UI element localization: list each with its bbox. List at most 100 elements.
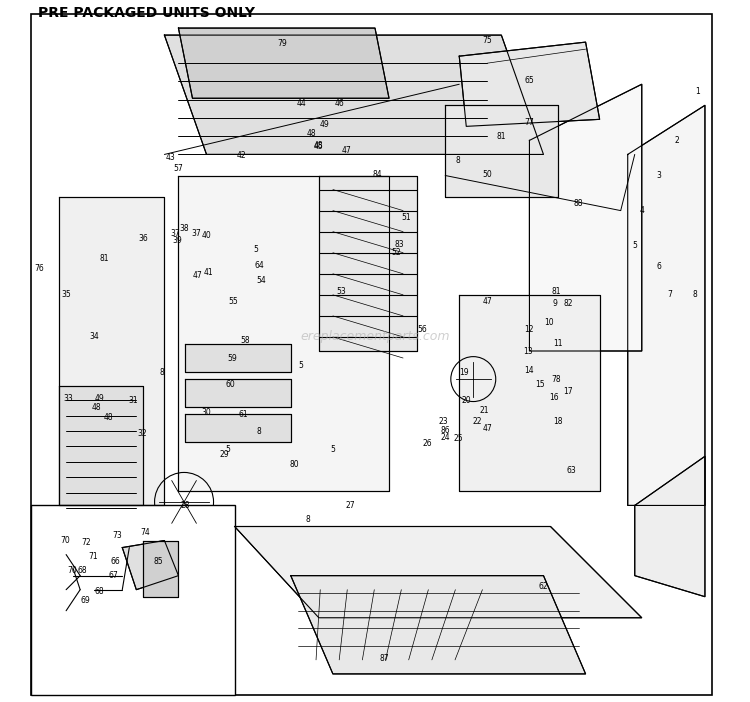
Text: 43: 43 (165, 154, 175, 162)
Text: 6: 6 (657, 263, 662, 271)
Text: 20: 20 (461, 396, 471, 404)
Text: 48: 48 (92, 403, 101, 411)
Text: 51: 51 (402, 213, 412, 222)
Text: 60: 60 (226, 380, 236, 389)
Polygon shape (185, 379, 291, 407)
Text: 5: 5 (254, 245, 258, 253)
Text: 39: 39 (172, 236, 182, 244)
Text: 7: 7 (668, 291, 672, 299)
Text: 3: 3 (657, 171, 662, 180)
Text: 8: 8 (692, 291, 697, 299)
Text: 41: 41 (204, 268, 214, 277)
Text: 75: 75 (482, 37, 492, 45)
Text: 34: 34 (89, 333, 99, 341)
Text: 40: 40 (202, 232, 211, 240)
Text: 81: 81 (551, 287, 561, 296)
Text: 80: 80 (290, 461, 299, 469)
Text: 68: 68 (77, 566, 87, 574)
Polygon shape (185, 414, 291, 442)
Text: 52: 52 (392, 249, 400, 257)
Text: 53: 53 (337, 287, 346, 296)
Polygon shape (459, 42, 600, 126)
Polygon shape (164, 35, 544, 154)
Text: 31: 31 (128, 396, 137, 404)
Text: 9: 9 (553, 299, 558, 307)
Text: 10: 10 (544, 319, 554, 327)
Text: 8: 8 (256, 428, 262, 436)
Text: 24: 24 (440, 433, 450, 442)
Text: 66: 66 (110, 557, 120, 566)
Text: 5: 5 (632, 241, 638, 250)
Text: 1: 1 (695, 87, 700, 95)
Text: 37: 37 (170, 230, 180, 238)
Text: 44: 44 (296, 100, 306, 108)
Bar (31, 505, 235, 695)
Text: 32: 32 (137, 430, 147, 438)
Text: 5: 5 (298, 361, 304, 369)
Polygon shape (178, 28, 389, 98)
Text: 81: 81 (496, 132, 506, 140)
Text: 5: 5 (331, 445, 335, 453)
Polygon shape (530, 84, 642, 351)
Text: 58: 58 (240, 336, 250, 345)
Text: ereplacementparts.com: ereplacementparts.com (300, 331, 450, 343)
Text: 64: 64 (254, 261, 264, 270)
Text: 22: 22 (472, 417, 482, 425)
Text: 85: 85 (154, 557, 164, 566)
Polygon shape (178, 176, 389, 491)
Text: 76: 76 (34, 264, 44, 272)
Text: 18: 18 (553, 417, 562, 425)
Text: 57: 57 (173, 164, 183, 173)
Text: 46: 46 (335, 100, 345, 108)
Polygon shape (634, 456, 705, 597)
Text: 48: 48 (314, 141, 324, 150)
Text: 45: 45 (314, 142, 324, 150)
Text: 78: 78 (551, 375, 561, 383)
Text: 47: 47 (482, 424, 492, 432)
Text: 30: 30 (202, 409, 211, 417)
Text: 42: 42 (237, 152, 247, 160)
Text: 47: 47 (482, 298, 492, 306)
Text: 69: 69 (81, 596, 91, 604)
Polygon shape (446, 105, 557, 197)
Text: 48: 48 (104, 413, 113, 422)
Text: 70: 70 (67, 567, 76, 575)
Text: 49: 49 (320, 121, 329, 129)
Polygon shape (185, 344, 291, 372)
Text: 54: 54 (256, 277, 266, 285)
Text: 15: 15 (536, 380, 544, 389)
Text: 38: 38 (179, 224, 189, 232)
Text: 68: 68 (94, 587, 104, 595)
Text: 82: 82 (563, 299, 573, 307)
Text: 61: 61 (238, 410, 248, 418)
Text: 48: 48 (307, 129, 316, 138)
Text: 49: 49 (95, 395, 105, 403)
Text: 65: 65 (524, 77, 534, 85)
Polygon shape (235, 526, 642, 618)
Text: 8: 8 (160, 368, 165, 376)
Text: 70: 70 (60, 536, 70, 545)
Text: 21: 21 (479, 406, 488, 415)
Text: 37: 37 (191, 230, 201, 238)
Polygon shape (628, 105, 705, 505)
Polygon shape (143, 541, 178, 597)
Text: 36: 36 (139, 234, 148, 243)
Text: 83: 83 (394, 240, 404, 249)
Text: PRE PACKAGED UNITS ONLY: PRE PACKAGED UNITS ONLY (38, 6, 255, 20)
Text: 50: 50 (482, 170, 492, 178)
Text: 67: 67 (109, 571, 118, 580)
Text: 71: 71 (88, 552, 98, 561)
Text: 72: 72 (81, 538, 91, 547)
Text: 8: 8 (306, 515, 310, 524)
Text: 28: 28 (181, 501, 190, 510)
Text: 63: 63 (567, 466, 577, 475)
Text: 88: 88 (574, 199, 584, 208)
Text: 13: 13 (524, 347, 532, 355)
Text: 23: 23 (439, 417, 448, 425)
Text: 26: 26 (423, 439, 433, 448)
Text: 62: 62 (538, 582, 548, 590)
Text: 5: 5 (225, 445, 230, 453)
Text: 4: 4 (639, 206, 644, 215)
Text: 8: 8 (455, 156, 460, 164)
Polygon shape (459, 295, 600, 491)
